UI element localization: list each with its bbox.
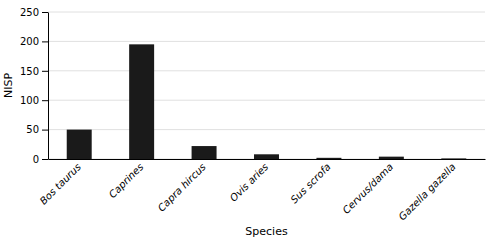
y-axis-title: NISP	[2, 73, 15, 98]
grid-line	[48, 41, 485, 42]
tick-label: Sus scrofa	[289, 161, 333, 205]
tick-label: Cervus/dama	[340, 161, 395, 216]
tick: 50	[26, 124, 48, 135]
grid-line	[48, 129, 485, 130]
tick-label: Capra hircus	[156, 161, 208, 213]
tick: Caprines	[107, 161, 146, 200]
axis-line	[49, 159, 486, 160]
bar	[254, 154, 279, 159]
tick-label: Ovis aries	[228, 161, 271, 204]
bar	[67, 130, 92, 159]
tick: 0	[33, 154, 48, 165]
bar	[316, 158, 341, 159]
tick: 150	[20, 66, 48, 77]
tick-label: Caprines	[107, 161, 146, 200]
tick-mark	[42, 41, 48, 42]
chart: 0 50 100 150 200 250 Bos taurus Caprines Capra h…	[0, 0, 500, 241]
tick-mark	[42, 12, 48, 13]
axis-line	[48, 13, 49, 160]
x-axis-title: Species	[245, 225, 288, 238]
bar	[129, 44, 154, 159]
tick: Capra hircus	[156, 161, 208, 213]
grid-line	[48, 12, 485, 13]
x-axis: Bos taurus Caprines Capra hircus Ovis aries…	[38, 160, 486, 223]
plot: 0 50 100 150 200 250 Bos taurus Caprines Capra h…	[20, 7, 486, 223]
tick: Gazella gazella	[396, 161, 457, 222]
bars	[67, 44, 467, 159]
bar	[379, 157, 404, 159]
tick-mark	[42, 159, 48, 160]
tick-mark	[42, 71, 48, 72]
tick: 250	[20, 7, 48, 18]
tick-label: Bos taurus	[38, 161, 84, 207]
tick: 200	[20, 36, 48, 47]
tick-label: 200	[20, 36, 39, 47]
tick: Ovis aries	[228, 161, 271, 204]
y-axis: 0 50 100 150 200 250	[20, 7, 49, 165]
tick: Sus scrofa	[289, 161, 333, 205]
tick-label: 0	[33, 154, 39, 165]
grid-line	[48, 70, 485, 71]
tick-label: Gazella gazella	[396, 161, 457, 222]
tick-label: 100	[20, 95, 39, 106]
tick-mark	[42, 130, 48, 131]
tick-label: 150	[20, 66, 39, 77]
bar	[441, 158, 466, 159]
tick: Cervus/dama	[340, 161, 395, 216]
tick-label: 250	[20, 7, 39, 18]
tick: Bos taurus	[38, 161, 84, 207]
tick: 100	[20, 95, 48, 106]
tick-label: 50	[26, 124, 39, 135]
grid	[48, 12, 485, 159]
bar	[192, 146, 217, 159]
grid-line	[48, 100, 485, 101]
tick-mark	[42, 100, 48, 101]
